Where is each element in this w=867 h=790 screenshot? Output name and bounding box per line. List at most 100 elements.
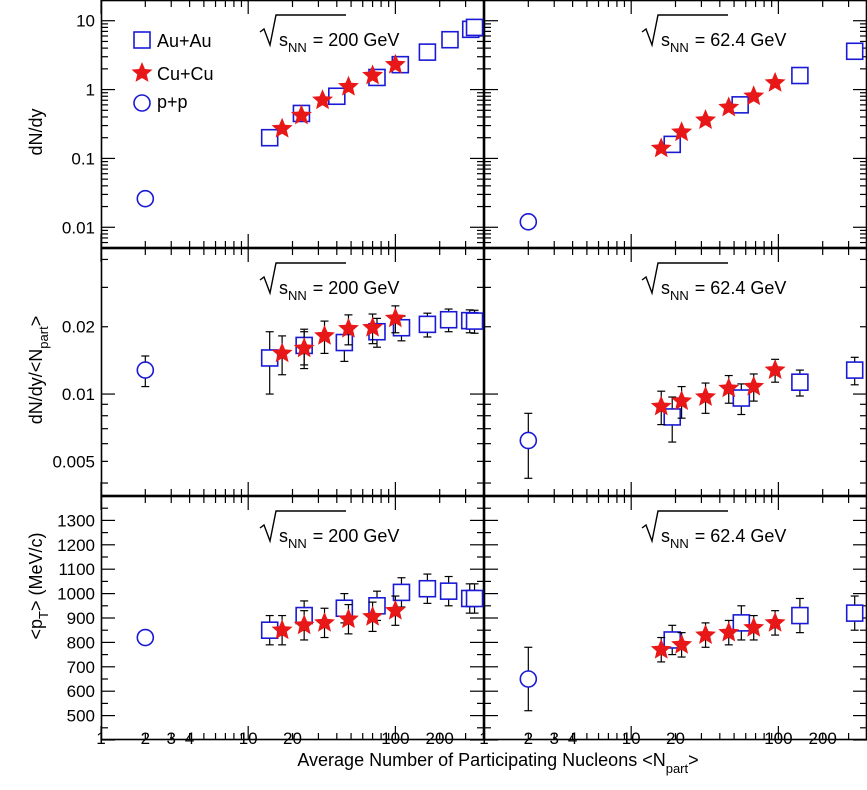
sqrt-symbol bbox=[641, 262, 728, 296]
point-cucu bbox=[718, 377, 740, 398]
point-auau bbox=[845, 361, 864, 379]
panel-frame bbox=[100, 495, 485, 741]
point-cucu bbox=[650, 638, 672, 659]
x-tick-label: 1 bbox=[479, 729, 488, 748]
x-tick-label: 10 bbox=[622, 729, 641, 748]
point-cucu bbox=[671, 633, 693, 654]
panel-5: 500 600 700 800 900 1000 1100 1200 1300 bbox=[57, 495, 485, 741]
point-cucu bbox=[695, 386, 716, 406]
y-tick-label: 1 bbox=[86, 81, 95, 100]
y-tick-label: 1000 bbox=[57, 585, 95, 604]
point-pp bbox=[519, 670, 538, 688]
y-tick-label: 1100 bbox=[58, 560, 95, 579]
panel-frame bbox=[100, 247, 485, 497]
point-cucu bbox=[764, 359, 786, 379]
x-tick-label: 200 bbox=[809, 729, 837, 748]
energy-label: sNN = 62.4 GeV bbox=[661, 278, 786, 303]
legend: Au+Au Cu+Cu p+p bbox=[131, 31, 214, 112]
sqrt-symbol bbox=[641, 14, 728, 48]
x-tick-label: 4 bbox=[568, 729, 577, 748]
point-auau bbox=[418, 43, 437, 61]
point-cucu bbox=[314, 611, 335, 632]
panel-1: 0.01 0.1 1 10 bbox=[62, 0, 485, 249]
energy-label: sNN = 200 GeV bbox=[279, 30, 399, 55]
y-tick-label: 1300 bbox=[57, 511, 95, 530]
y-tick-label: 700 bbox=[67, 658, 95, 677]
point-auau bbox=[328, 87, 346, 106]
point-cucu bbox=[293, 614, 315, 635]
x-tick-label: 1 bbox=[96, 729, 105, 748]
point-pp bbox=[519, 213, 538, 231]
point-cucu bbox=[362, 605, 383, 626]
point-cucu bbox=[362, 316, 383, 337]
x-tick-label: 2 bbox=[141, 729, 150, 748]
point-cucu bbox=[312, 89, 333, 110]
sqrt-symbol bbox=[641, 510, 728, 544]
point-cucu bbox=[384, 599, 406, 620]
point-cucu bbox=[671, 121, 693, 142]
point-cucu bbox=[271, 342, 293, 363]
point-cucu bbox=[743, 375, 765, 396]
point-cucu bbox=[743, 85, 765, 106]
point-cucu bbox=[764, 611, 786, 632]
y-tick-label: 800 bbox=[67, 633, 95, 652]
sqrt-symbol bbox=[259, 510, 346, 544]
x-tick-label: 3 bbox=[166, 729, 175, 748]
point-cucu bbox=[338, 608, 359, 629]
point-auau bbox=[791, 66, 809, 85]
ylabel-dndy-npart: dN/dy/<Npart> bbox=[26, 316, 51, 424]
legend-pp-marker bbox=[133, 94, 151, 112]
legend-pp-label: p+p bbox=[157, 92, 188, 112]
point-cucu bbox=[718, 621, 740, 642]
panel-3: 0.005 0.01 0.02 bbox=[52, 247, 485, 497]
point-cucu bbox=[764, 71, 786, 92]
point-cucu bbox=[271, 619, 293, 640]
energy-label: sNN = 200 GeV bbox=[279, 278, 399, 303]
panels-layer: 0.010.11100.0050.010.0250060070080090010… bbox=[52, 0, 867, 748]
energy-label: sNN = 62.4 GeV bbox=[661, 526, 786, 551]
y-tick-label: 0.005 bbox=[52, 452, 95, 471]
point-auau bbox=[732, 614, 751, 632]
point-cucu bbox=[314, 324, 335, 345]
xlabel: Average Number of Participating Nucleons… bbox=[297, 750, 698, 776]
energy-label: sNN = 200 GeV bbox=[279, 526, 399, 551]
x-tick-label: 100 bbox=[764, 729, 792, 748]
x-tick-label: 20 bbox=[283, 729, 302, 748]
panel-2 bbox=[483, 0, 867, 249]
point-auau bbox=[335, 333, 354, 352]
point-auau bbox=[465, 18, 484, 37]
point-auau bbox=[441, 30, 459, 49]
point-auau bbox=[791, 606, 809, 625]
point-cucu bbox=[695, 109, 716, 129]
svg-text:dN/dy/<Npart>: dN/dy/<Npart> bbox=[26, 316, 51, 424]
point-auau bbox=[439, 310, 458, 329]
panel-6 bbox=[483, 495, 867, 741]
point-auau bbox=[260, 128, 279, 147]
legend-auau-marker bbox=[133, 31, 151, 49]
y-tick-label: 10 bbox=[76, 12, 95, 31]
y-tick-label: 0.02 bbox=[62, 318, 95, 337]
point-auau bbox=[791, 373, 809, 391]
energy-labels: sNN = 200 GeV sNN = 62.4 GeV sNN = 200 GeV sNN… bbox=[259, 14, 786, 551]
point-cucu bbox=[671, 390, 693, 410]
y-tick-label: 0.01 bbox=[62, 218, 95, 237]
ylabel-dndy: dN/dy bbox=[26, 108, 46, 155]
x-tick-label: 4 bbox=[185, 729, 194, 748]
point-pp bbox=[136, 189, 155, 208]
svg-text:<pT> (MeV/c): <pT> (MeV/c) bbox=[26, 533, 51, 640]
point-pp bbox=[519, 431, 538, 450]
point-cucu bbox=[384, 53, 406, 74]
y-tick-label: 0.1 bbox=[71, 149, 95, 168]
point-auau bbox=[465, 589, 484, 608]
legend-cucu-marker bbox=[131, 62, 153, 82]
y-tick-label: 600 bbox=[67, 682, 95, 701]
y-tick-label: 500 bbox=[67, 707, 95, 726]
point-auau bbox=[439, 582, 458, 600]
point-pp bbox=[136, 361, 155, 379]
point-cucu bbox=[338, 317, 359, 338]
point-auau bbox=[260, 621, 279, 640]
point-cucu bbox=[384, 307, 406, 328]
x-tick-label: 3 bbox=[549, 729, 558, 748]
point-cucu bbox=[271, 117, 293, 138]
